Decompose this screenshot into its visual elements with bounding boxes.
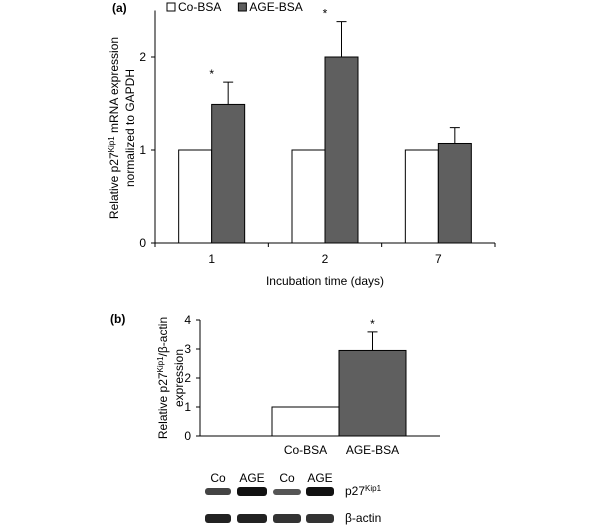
band [306, 514, 334, 523]
legend-swatch [237, 2, 247, 12]
label-part: Relative p27 [107, 152, 121, 219]
y-tick-label: 3 [184, 342, 191, 356]
label-part: β-actin [345, 511, 381, 525]
band [273, 489, 301, 495]
band [237, 514, 267, 523]
y-tick-label: 1 [184, 400, 191, 414]
bar [404, 149, 439, 244]
bar [437, 142, 472, 244]
lane-label: AGE [307, 471, 332, 485]
panel-label: (a) [112, 1, 127, 15]
superscript: Kip1 [365, 484, 382, 493]
y-axis-label: Relative p27Kip1 mRNA expression [107, 37, 122, 219]
superscript: Kip1 [156, 356, 165, 373]
x-tick-label: 1 [208, 252, 215, 266]
error-bar [223, 81, 234, 105]
bar [271, 406, 340, 437]
bar [338, 349, 407, 437]
label-part: mRNA expression [107, 37, 121, 136]
bar [178, 149, 213, 244]
y-tick-label: 2 [139, 50, 146, 64]
band [237, 487, 267, 496]
y-axis-label: normalized to GAPDH [123, 69, 137, 187]
y-tick-label: 2 [184, 371, 191, 385]
label-part: p27 [345, 484, 365, 498]
lane-label: Co [210, 471, 226, 485]
label-part: expression [172, 349, 186, 407]
bar [291, 149, 326, 244]
y-tick-label: 4 [184, 313, 191, 327]
lane-label: AGE [239, 471, 264, 485]
y-tick-label: 0 [184, 429, 191, 443]
label-part: /β-actin [156, 317, 170, 357]
x-tick-label: Co-BSA [284, 443, 327, 457]
panel-label: (b) [110, 312, 125, 326]
bar [324, 56, 359, 244]
legend-label: Co-BSA [178, 0, 221, 14]
band [205, 488, 231, 495]
error-bar [336, 21, 347, 57]
blot-row-label: p27Kip1 [345, 484, 382, 499]
annotation: * [323, 7, 328, 21]
x-tick-label: AGE-BSA [346, 443, 399, 457]
x-axis-label: Incubation time (days) [266, 274, 384, 288]
legend-swatch [166, 2, 176, 12]
bar [211, 103, 246, 244]
blot-row-label: β-actin [345, 511, 381, 525]
band [273, 514, 301, 523]
legend-label: AGE-BSA [249, 0, 302, 14]
annotation: * [209, 67, 214, 81]
y-axis-label: Relative p27Kip1/β-actin [156, 317, 171, 439]
x-tick-label: 2 [322, 252, 329, 266]
label-part: Relative p27 [156, 372, 170, 439]
annotation: * [370, 317, 375, 331]
label-part: normalized to GAPDH [123, 69, 137, 187]
band [306, 487, 334, 496]
superscript: Kip1 [107, 136, 116, 153]
y-tick-label: 0 [139, 236, 146, 250]
band [205, 514, 231, 523]
x-tick-label: 7 [435, 252, 442, 266]
blot-bands [205, 487, 334, 523]
lane-label: Co [279, 471, 295, 485]
error-bar [449, 127, 460, 144]
error-bar [367, 331, 378, 351]
y-axis-label: expression [172, 349, 186, 407]
y-tick-label: 1 [139, 143, 146, 157]
